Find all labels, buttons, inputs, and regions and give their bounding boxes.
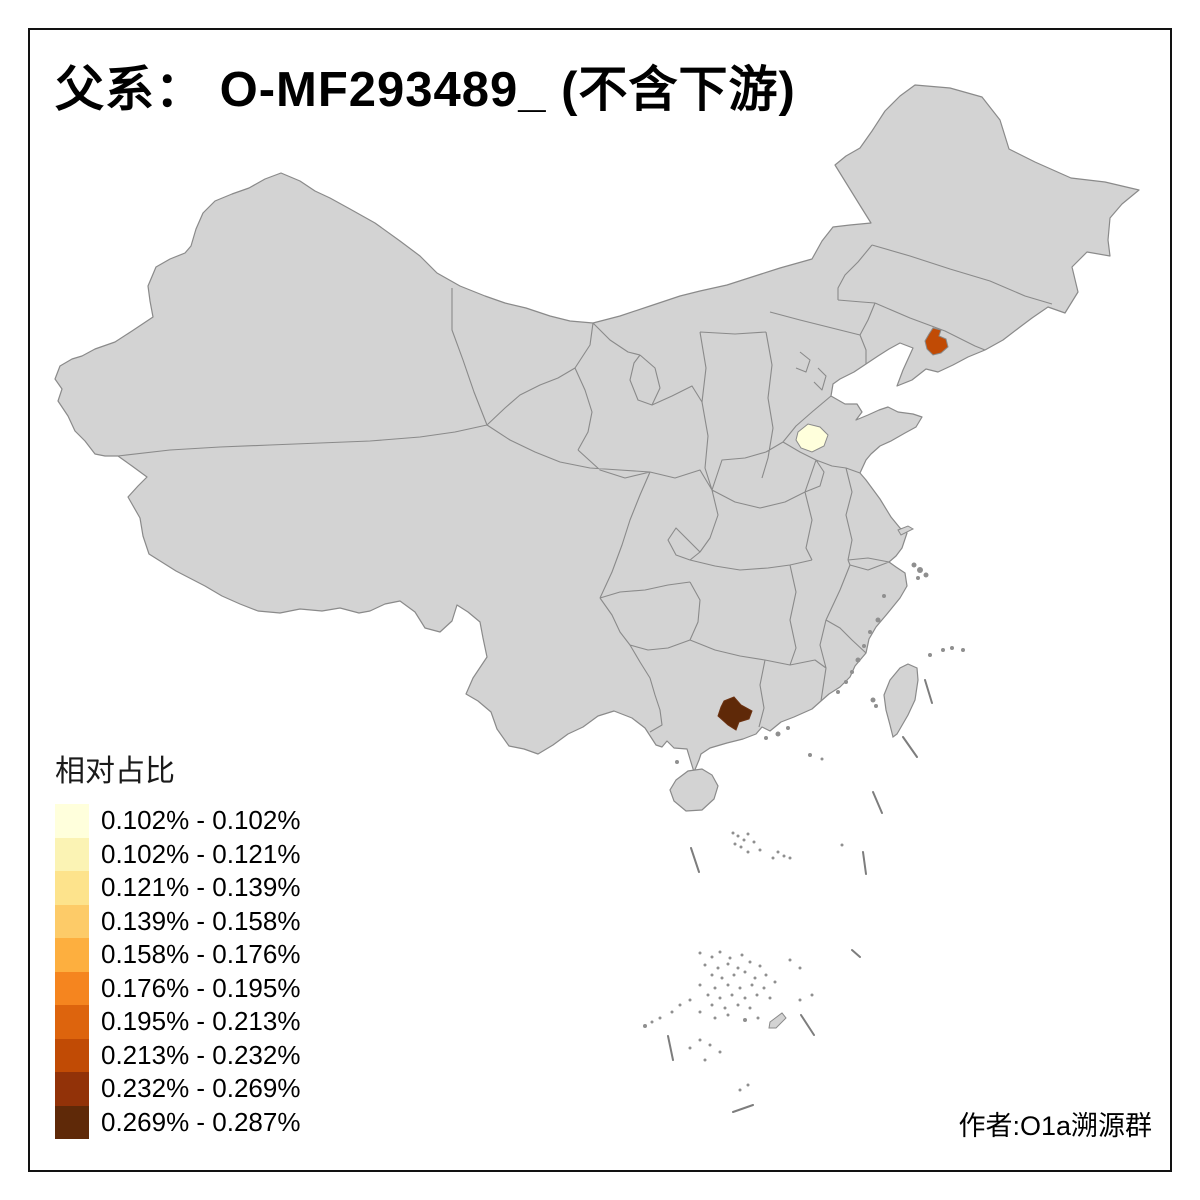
legend-bin-label: 0.176% - 0.195% xyxy=(101,972,301,1003)
legend-swatch xyxy=(55,1005,89,1039)
maritime-dash-line xyxy=(667,679,933,1113)
legend: 相对占比 0.102% - 0.102% 0.102% - 0.121% 0.121… xyxy=(55,746,300,1139)
legend-row: 0.158% - 0.176% xyxy=(55,938,300,972)
region-western-guangdong xyxy=(717,696,753,731)
chongming-island xyxy=(897,525,915,536)
legend-row: 0.232% - 0.269% xyxy=(55,1072,300,1106)
legend-swatch xyxy=(55,971,89,1005)
author-credit: 作者:O1a溯源群 xyxy=(958,1111,1152,1141)
legend-swatch xyxy=(55,871,89,905)
legend-bin-label: 0.158% - 0.176% xyxy=(101,939,301,970)
region-northwest-shandong xyxy=(795,423,829,453)
legend-bin-label: 0.232% - 0.269% xyxy=(101,1073,301,1104)
coastal-islands xyxy=(675,562,965,764)
legend-swatch xyxy=(55,804,89,838)
legend-row: 0.102% - 0.121% xyxy=(55,837,301,871)
legend-row: 0.195% - 0.213% xyxy=(55,1005,300,1039)
legend-swatch xyxy=(55,837,89,871)
legend-bin-label: 0.195% - 0.213% xyxy=(101,1006,301,1037)
legend-swatch xyxy=(55,938,89,972)
map-title: 父系： O-MF293489_ (不含下游) xyxy=(55,63,796,117)
legend-bin-label: 0.213% - 0.232% xyxy=(101,1039,301,1070)
legend-title: 相对占比 xyxy=(55,755,175,788)
legend-bin-label: 0.139% - 0.158% xyxy=(101,905,301,936)
legend-swatch xyxy=(55,904,89,938)
legend-swatch xyxy=(55,1072,89,1106)
taiwan-island xyxy=(883,663,919,739)
mainland-china-landmass xyxy=(54,84,1140,773)
legend-row: 0.139% - 0.158% xyxy=(55,904,301,938)
legend-bin-label: 0.102% - 0.102% xyxy=(101,805,301,836)
south-china-sea-islands xyxy=(643,831,844,1092)
province-boundaries xyxy=(117,244,1053,733)
legend-row: 0.102% - 0.102% xyxy=(55,804,300,838)
south-sea-gray-island xyxy=(768,1012,787,1029)
legend-row: 0.176% - 0.195% xyxy=(55,971,301,1005)
legend-bin-label: 0.269% - 0.287% xyxy=(101,1106,301,1137)
legend-row: 0.121% - 0.139% xyxy=(55,871,300,905)
legend-swatch xyxy=(55,1038,89,1072)
legend-row: 0.213% - 0.232% xyxy=(55,1038,301,1072)
region-central-liaoning xyxy=(924,327,949,356)
legend-swatch xyxy=(55,1105,89,1139)
legend-bin-label: 0.121% - 0.139% xyxy=(101,872,301,903)
legend-row: 0.269% - 0.287% xyxy=(55,1105,301,1139)
legend-bin-label: 0.102% - 0.121% xyxy=(101,838,301,869)
legend-entries: 0.102% - 0.102% 0.102% - 0.121% 0.121% - 0… xyxy=(55,804,300,1139)
hainan-island xyxy=(669,768,719,812)
